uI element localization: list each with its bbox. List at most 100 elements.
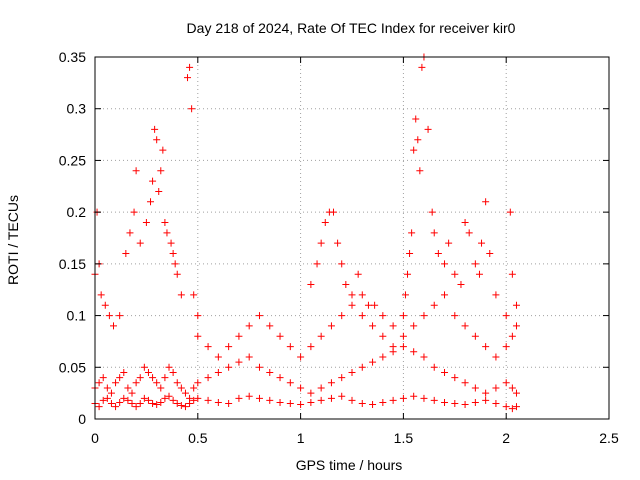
data-point — [161, 218, 169, 226]
data-point — [348, 368, 356, 376]
data-point — [471, 332, 479, 340]
data-point — [194, 394, 202, 402]
data-point — [286, 343, 294, 351]
x-tick-label: 0.5 — [188, 430, 208, 446]
x-tick-label: 1.5 — [394, 430, 414, 446]
data-point — [317, 332, 325, 340]
data-point — [95, 379, 103, 387]
data-point — [420, 394, 428, 402]
data-point — [492, 353, 500, 361]
data-point — [369, 358, 377, 366]
data-point — [214, 368, 222, 376]
data-point — [406, 250, 414, 258]
data-point — [107, 389, 115, 397]
data-point — [369, 322, 377, 330]
data-point — [451, 270, 459, 278]
data-point — [190, 396, 198, 404]
data-point — [116, 398, 124, 406]
data-point — [194, 332, 202, 340]
data-point — [364, 301, 372, 309]
data-point — [194, 312, 202, 320]
grid — [95, 57, 609, 419]
data-point — [181, 389, 189, 397]
data-point — [120, 394, 128, 402]
data-point — [276, 374, 284, 382]
data-point — [486, 250, 494, 258]
data-point — [508, 384, 516, 392]
data-point — [379, 312, 387, 320]
data-point — [173, 379, 181, 387]
data-point — [235, 358, 243, 366]
chart-title: Day 218 of 2024, Rate Of TEC Index for r… — [187, 20, 516, 36]
data-point — [412, 115, 420, 123]
data-point — [235, 332, 243, 340]
data-point — [142, 218, 150, 226]
data-point — [358, 399, 366, 407]
data-point — [348, 291, 356, 299]
data-point — [245, 392, 253, 400]
data-point — [153, 379, 161, 387]
data-point — [430, 363, 438, 371]
data-point — [214, 353, 222, 361]
data-point — [371, 301, 379, 309]
data-point — [136, 374, 144, 382]
data-point — [410, 348, 418, 356]
data-point — [235, 394, 243, 402]
data-point — [461, 218, 469, 226]
data-point — [465, 229, 473, 237]
data-point — [159, 146, 167, 154]
data-point — [492, 291, 500, 299]
data-point — [95, 403, 103, 411]
y-axis-label: ROTI / TECUs — [5, 195, 21, 285]
data-point — [321, 218, 329, 226]
data-point — [506, 208, 514, 216]
series-1 — [91, 343, 520, 402]
series-4 — [307, 208, 397, 330]
data-point — [399, 312, 407, 320]
series-6 — [194, 291, 520, 361]
data-point — [186, 63, 194, 71]
data-point — [297, 384, 305, 392]
data-point — [122, 250, 130, 258]
data-point — [151, 125, 159, 133]
data-point — [482, 198, 490, 206]
y-tick-label: 0.35 — [59, 49, 86, 65]
data-point — [416, 167, 424, 175]
data-point — [451, 399, 459, 407]
data-point — [204, 374, 212, 382]
data-point — [161, 374, 169, 382]
data-point — [190, 291, 198, 299]
data-point — [163, 229, 171, 237]
data-point — [204, 343, 212, 351]
data-point — [492, 399, 500, 407]
data-point — [502, 343, 510, 351]
data-point — [204, 396, 212, 404]
x-tick-label: 0 — [91, 430, 99, 446]
data-point — [338, 374, 346, 382]
data-point — [338, 312, 346, 320]
data-point — [124, 384, 132, 392]
y-axis-ticks: 0 0.05 0.1 0.15 0.2 0.25 0.3 0.35 — [59, 49, 609, 427]
data-point — [153, 401, 161, 409]
series-5 — [399, 53, 520, 320]
data-point — [105, 312, 113, 320]
data-point — [389, 322, 397, 330]
data-point — [482, 343, 490, 351]
data-point — [101, 301, 109, 309]
data-point — [313, 260, 321, 268]
y-tick-label: 0 — [78, 411, 86, 427]
data-point — [475, 270, 483, 278]
y-tick-label: 0.05 — [59, 359, 86, 375]
data-point — [153, 136, 161, 144]
data-point — [157, 167, 165, 175]
data-point — [181, 403, 189, 411]
data-point — [508, 270, 516, 278]
data-point — [445, 239, 453, 247]
data-point — [149, 177, 157, 185]
data-point — [369, 401, 377, 409]
x-tick-label: 2 — [502, 430, 510, 446]
data-point — [169, 368, 177, 376]
data-point — [379, 332, 387, 340]
data-point — [420, 312, 428, 320]
data-point — [478, 239, 486, 247]
